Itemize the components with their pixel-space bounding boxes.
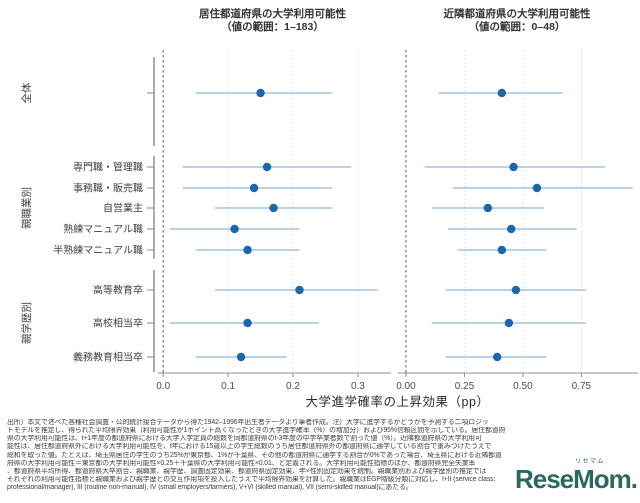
resemom-logo-ruby: リセマム (574, 459, 605, 465)
source-note-line: 出所）本文で述べた各種社会調査・公的統計接合データから得た1942–1996年出… (7, 419, 489, 426)
source-note-line: 、都道府県平均所得、都道府県大卒割合、親職業、親学歴、調査固定効果、都道府県固定… (7, 467, 487, 475)
data-point (256, 88, 265, 98)
data-point (497, 245, 507, 255)
right-panel-subtitle-text: （値の範囲：0–48） (468, 21, 566, 33)
data-point (262, 162, 272, 172)
category-label: 自営業主 (103, 202, 143, 215)
left-panel-title: 居住都道府県の大学利用可能性 （値の範囲：1–183） (150, 8, 395, 34)
x-tick-label: 0.3 (351, 381, 365, 392)
resemom-logo-text: ReseMom. (514, 464, 638, 494)
source-note-line: professional/manager), III (routine non-… (7, 484, 413, 492)
category-label: 事務職・販売職 (73, 182, 143, 195)
source-note-line: 総和を取った値。たとえば、埼玉県居住の学生のうち25%が東京都、1%が千葉県、そ… (7, 451, 502, 459)
x-tick-label: 0.0 (156, 381, 170, 392)
source-note: 出所）本文で述べた各種社会調査・公的統計接合データから得た1942–1996年出… (7, 419, 637, 492)
right-panel-title-text: 近隣都道府県の大学利用可能性 (443, 8, 591, 20)
category-label: 熟練マニュアル職 (63, 223, 143, 236)
group-label: 親職業別 (20, 187, 33, 229)
data-point (492, 352, 502, 362)
category-label: 高等教育卒 (93, 284, 143, 297)
source-note-line: 能性は、居住都道府県外における大学利用可能性を、t年における15歳以上の学生総数… (7, 443, 492, 451)
x-tick-label: 0.1 (221, 381, 235, 392)
data-point (507, 224, 516, 234)
data-point (269, 203, 278, 213)
source-note-line: トモデルを推定し、得られた平均限界効果（利用可能性が1ポイント高くなったときの大… (7, 427, 506, 435)
category-label: 専門職・管理職 (73, 161, 143, 174)
category-label: 高校相当卒 (93, 317, 143, 330)
data-point (483, 203, 493, 213)
data-point (511, 285, 521, 295)
data-point (295, 285, 304, 295)
x-tick-label: 0.00 (396, 381, 416, 392)
category-label: 義務教育相当卒 (73, 351, 143, 364)
data-point (249, 183, 259, 193)
group-label: 親学歴別 (20, 302, 33, 344)
data-point (497, 88, 507, 98)
group-label: 全体 (20, 82, 33, 103)
data-point (243, 245, 252, 255)
x-tick-label: 0.2 (286, 381, 300, 392)
data-point (504, 318, 514, 328)
x-axis-title: 大学進学確率の上昇効果（pp） (305, 395, 490, 409)
source-note-line: 府県の大学利用可能性＝東京都の大学利用可能性×0.25＋千葉県の大学利用可能性×… (7, 459, 476, 467)
source-note-line: それぞれの利用可能性指標と親職業および親学歴との交互作用項を投入したうえで平均限… (7, 476, 496, 484)
resemom-logo: リセマム ReseMom. (514, 459, 638, 494)
left-panel-title-text: 居住都道府県の大学利用可能性 (199, 8, 346, 20)
x-tick-label: 0.75 (572, 381, 592, 392)
category-label: 半熟練マニュアル職 (53, 244, 143, 257)
data-point (532, 183, 542, 193)
x-tick-label: 0.50 (513, 381, 533, 392)
data-point (230, 224, 239, 234)
left-panel-subtitle-text: （値の範囲：1–183） (221, 21, 324, 33)
data-point (509, 162, 518, 172)
plot-canvas: 0.0 0.1 0.2 0.3 0.00 0.25 0.50 0.75 全体専門職・管理職事務職… (20, 50, 638, 392)
data-point (243, 318, 252, 328)
right-panel-title: 近隣都道府県の大学利用可能性 （値の範囲：0–48） (396, 8, 638, 34)
x-tick-label: 0.25 (455, 381, 475, 392)
data-point (236, 352, 246, 362)
source-note-line: 県の大学利用可能性は、t+1年度の都道府県における大学入学定員の総数を同都道府県… (7, 435, 482, 443)
